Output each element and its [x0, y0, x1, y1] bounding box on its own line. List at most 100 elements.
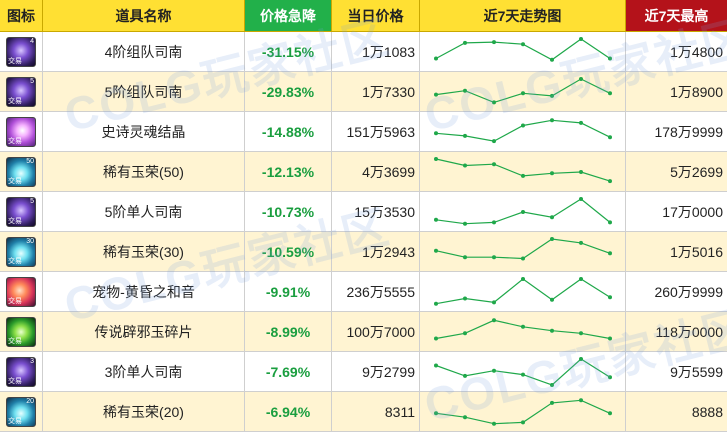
trend-sparkline [433, 236, 612, 260]
trend-line [435, 277, 610, 304]
icon-cell: 50 交易 [0, 152, 43, 191]
trend-point [607, 178, 612, 183]
price-drop: -10.73% [245, 192, 332, 231]
trend-point [520, 276, 525, 281]
trend-point [520, 90, 525, 95]
trend-point [433, 301, 438, 306]
trend-point [433, 217, 438, 222]
trend-point [433, 363, 438, 367]
trend-line [435, 357, 610, 386]
trend-point [491, 99, 496, 104]
trend-point [578, 276, 583, 281]
price-drop: -10.59% [245, 232, 332, 271]
table-row: 交易 史诗灵魂结晶 -14.88% 151万5963 178万9999 [0, 112, 727, 152]
trend-point [491, 368, 496, 373]
trend-point [578, 196, 583, 201]
table-row: 交易 传说辟邪玉碎片 -8.99% 100万7000 118万0000 [0, 312, 727, 352]
trend-point [433, 130, 438, 135]
trend-cell [420, 392, 626, 431]
trend-point [433, 248, 438, 253]
trend-cell [420, 72, 626, 111]
trend-point [549, 57, 554, 62]
trend-cell [420, 352, 626, 391]
blue-jade-icon: 30 交易 [6, 236, 36, 267]
header-price: 当日价格 [332, 0, 420, 32]
trend-point [520, 173, 525, 178]
price-drop: -12.13% [245, 152, 332, 191]
trend-point [549, 236, 554, 241]
trend-point [520, 372, 525, 377]
icon-count: 5 [30, 77, 34, 85]
item-name: 稀有玉荣(20) [43, 392, 245, 431]
icon-count: 30 [26, 237, 34, 245]
purple-armor-icon: 5 交易 [6, 196, 36, 227]
icon-trade-badge: 交易 [8, 57, 22, 65]
max-price: 260万9999 [654, 283, 723, 300]
trend-point [433, 156, 438, 161]
trend-point [607, 336, 612, 340]
trend-cell [420, 272, 626, 311]
trend-sparkline [433, 397, 612, 426]
trend-point [491, 39, 496, 44]
trend-point [607, 90, 612, 95]
icon-count: 20 [26, 397, 34, 405]
today-price: 236万5555 [332, 272, 420, 311]
green-shard-icon: 交易 [6, 316, 36, 347]
item-name: 4阶组队司南 [43, 32, 245, 71]
trend-cell [420, 32, 626, 71]
trend-point [549, 170, 554, 175]
icon-trade-badge: 交易 [8, 97, 22, 105]
trend-point [462, 133, 467, 138]
purple-armor-icon: 3 交易 [6, 356, 36, 387]
icon-trade-badge: 交易 [8, 377, 22, 385]
trend-point [433, 92, 438, 97]
table-row: 3 交易 3阶单人司南 -7.69% 9万2799 9万5599 [0, 352, 727, 392]
header-drop: 价格急降 [245, 0, 332, 32]
trend-cell [420, 112, 626, 151]
icon-cell: 交易 [0, 112, 43, 151]
trend-point [607, 374, 612, 379]
trend-point [433, 56, 438, 60]
item-name: 宠物-黄昏之和音 [43, 272, 245, 311]
trend-sparkline [433, 76, 612, 104]
trend-point [578, 356, 583, 361]
today-price: 151万5963 [332, 112, 420, 151]
item-name: 传说辟邪玉碎片 [43, 312, 245, 351]
trend-point [607, 250, 612, 255]
trend-point [549, 400, 554, 405]
trend-line [435, 319, 610, 339]
item-name: 稀有玉荣(30) [43, 232, 245, 271]
table-row: 30 交易 稀有玉荣(30) -10.59% 1万2943 1万5016 [0, 232, 727, 272]
trend-line [435, 237, 610, 259]
price-drop: -9.91% [245, 272, 332, 311]
icon-cell: 30 交易 [0, 232, 43, 271]
max-price: 8888 [691, 403, 723, 420]
trend-point [607, 134, 612, 139]
item-name: 史诗灵魂结晶 [43, 112, 245, 151]
trend-point [607, 56, 612, 60]
trend-sparkline [433, 196, 612, 226]
price-drop: -29.83% [245, 72, 332, 111]
icon-cell: 4 交易 [0, 32, 43, 71]
trend-point [491, 254, 496, 259]
icon-cell: 3 交易 [0, 352, 43, 391]
icon-count: 4 [30, 37, 34, 45]
today-price: 8311 [332, 392, 420, 431]
trend-cell [420, 312, 626, 351]
icon-cell: 20 交易 [0, 392, 43, 431]
icon-trade-badge: 交易 [8, 337, 22, 345]
today-price: 1万1083 [332, 32, 420, 71]
trend-point [520, 209, 525, 214]
trend-line [435, 399, 610, 424]
icon-trade-badge: 交易 [8, 297, 22, 305]
max-price: 1万8900 [670, 83, 723, 100]
trend-point [520, 324, 525, 329]
trend-point [462, 163, 467, 167]
header-max: 近7天最高 [626, 0, 727, 32]
trend-point [549, 297, 554, 302]
pink-crystal-icon: 交易 [6, 116, 36, 147]
max-price: 1万5016 [670, 243, 723, 260]
today-price: 9万2799 [332, 352, 420, 391]
today-price: 4万3699 [332, 152, 420, 191]
trend-sparkline [433, 276, 612, 306]
